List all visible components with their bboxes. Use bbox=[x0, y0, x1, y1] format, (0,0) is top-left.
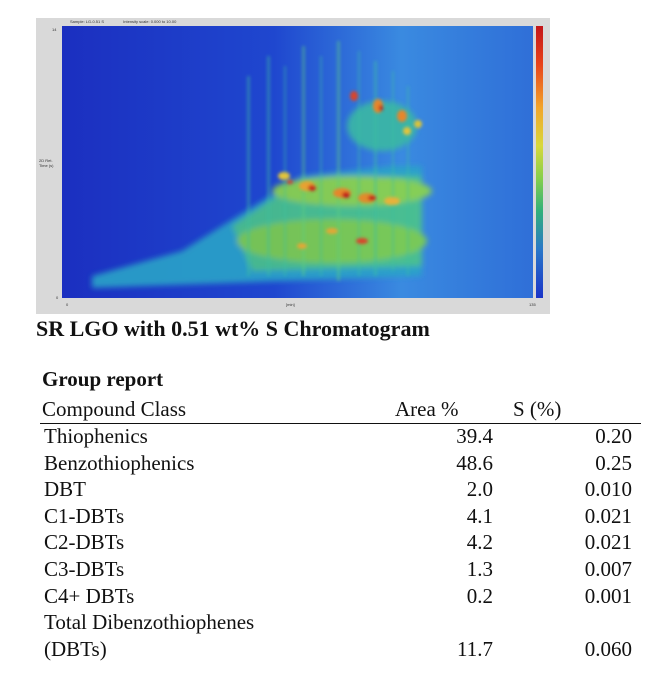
table-row: (DBTs) 11.7 0.060 bbox=[40, 637, 641, 664]
table-row: Thiophenics 39.4 0.20 bbox=[40, 424, 641, 451]
table-row: C1-DBTs 4.1 0.021 bbox=[40, 504, 641, 531]
column-header-sulfur: S (%) bbox=[513, 397, 562, 421]
chromatogram-heatmap bbox=[62, 26, 533, 298]
compound-name: C1-DBTs bbox=[44, 503, 125, 528]
chromatogram-caption: SR LGO with 0.51 wt% S Chromatogram bbox=[36, 316, 430, 341]
table-row: DBT 2.0 0.010 bbox=[40, 477, 641, 504]
chromatogram-heatmap-svg bbox=[62, 26, 533, 298]
report-title: Group report bbox=[42, 367, 164, 391]
y-axis-label: 2D Ret. Time (s) bbox=[39, 158, 54, 168]
sulfur-value: 0.021 bbox=[584, 530, 632, 555]
area-value: 2.0 bbox=[466, 477, 493, 502]
report-table-body: Thiophenics 39.4 0.20 Benzothiophenics 4… bbox=[40, 424, 641, 663]
area-value: 0.2 bbox=[466, 583, 493, 608]
chromatogram-panel: Sample: LG-0.51 S Intensity scale: 0.000… bbox=[36, 18, 550, 314]
sulfur-value: 0.021 bbox=[584, 503, 632, 528]
chromatogram-intensity-label: Intensity scale: 0.000 to 10.00 bbox=[123, 19, 177, 24]
compound-name: (DBTs) bbox=[44, 636, 107, 661]
y-axis-top-tick: 14 bbox=[52, 27, 57, 32]
area-value: 4.2 bbox=[466, 530, 493, 555]
sulfur-value: 0.001 bbox=[584, 583, 632, 608]
table-row: C3-DBTs 1.3 0.007 bbox=[40, 557, 641, 584]
x-axis-right-tick: 135 bbox=[529, 302, 536, 307]
table-row: C2-DBTs 4.2 0.021 bbox=[40, 530, 641, 557]
compound-name: C2-DBTs bbox=[44, 530, 125, 555]
compound-name: C4+ DBTs bbox=[44, 583, 135, 608]
y-axis-bottom-tick: 0 bbox=[56, 295, 59, 300]
sulfur-value: 0.20 bbox=[595, 424, 632, 448]
table-row: Benzothiophenics 48.6 0.25 bbox=[40, 451, 641, 478]
column-header-compound-class: Compound Class bbox=[42, 397, 187, 421]
area-value: 11.7 bbox=[457, 636, 493, 661]
compound-name: Total Dibenzothiophenes bbox=[44, 610, 255, 635]
report-header-row: Compound Class Area % S (%) bbox=[40, 395, 641, 424]
area-value: 4.1 bbox=[466, 503, 493, 528]
area-value: 39.4 bbox=[456, 424, 493, 448]
sulfur-value: 0.060 bbox=[584, 636, 632, 661]
area-value: 48.6 bbox=[456, 450, 493, 475]
compound-name: DBT bbox=[44, 477, 86, 502]
column-header-area: Area % bbox=[395, 397, 459, 421]
table-row: Total Dibenzothiophenes bbox=[40, 610, 641, 637]
x-axis-label: [min] bbox=[286, 302, 295, 307]
area-value: 1.3 bbox=[466, 556, 493, 581]
intensity-colorbar bbox=[536, 26, 543, 298]
compound-name: Thiophenics bbox=[44, 424, 148, 448]
sulfur-value: 0.007 bbox=[584, 556, 632, 581]
x-axis-left-tick: 0 bbox=[66, 302, 69, 307]
chromatogram-sample-label: Sample: LG-0.51 S bbox=[70, 19, 105, 24]
chromatogram-header: Sample: LG-0.51 S Intensity scale: 0.000… bbox=[70, 19, 194, 24]
table-row: C4+ DBTs 0.2 0.001 bbox=[40, 584, 641, 611]
sulfur-value: 0.25 bbox=[595, 450, 632, 475]
compound-name: C3-DBTs bbox=[44, 556, 125, 581]
compound-name: Benzothiophenics bbox=[44, 450, 195, 475]
sulfur-value: 0.010 bbox=[584, 477, 632, 502]
